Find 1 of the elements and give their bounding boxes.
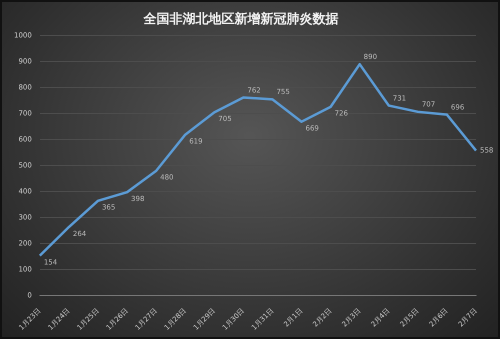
chart-title: 全国非湖北地区新增新冠肺炎数据 bbox=[142, 11, 338, 28]
